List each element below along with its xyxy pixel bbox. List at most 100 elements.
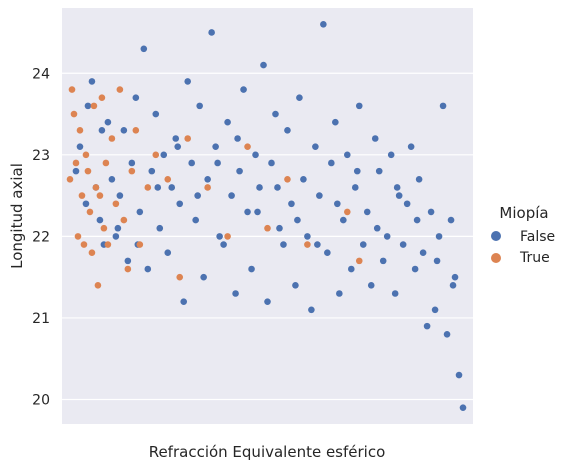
data-point-false (144, 265, 152, 273)
data-point-false (160, 151, 168, 159)
data-point-true (92, 184, 100, 191)
data-point-false (244, 208, 251, 216)
data-point-false (435, 233, 443, 240)
data-point-false (340, 216, 347, 224)
data-point-true (102, 159, 110, 167)
data-point-false (172, 135, 180, 142)
data-point-false (427, 208, 435, 216)
data-point-false (164, 249, 172, 257)
plot-background (62, 8, 473, 424)
data-point-false (413, 216, 421, 224)
data-point-false (383, 233, 391, 240)
data-point-false (439, 102, 447, 110)
data-point-false (128, 159, 136, 167)
y-axis-label: Longitud axial (8, 163, 26, 269)
data-point-false (415, 175, 423, 183)
data-point-false (272, 110, 279, 118)
data-point-false (200, 273, 207, 281)
data-point-true (108, 135, 116, 142)
data-point-false (379, 257, 387, 265)
data-point-true (204, 184, 211, 191)
data-point-false (180, 298, 188, 305)
data-point-false (451, 273, 459, 281)
data-point-false (403, 200, 411, 208)
data-point-true (68, 86, 76, 93)
data-point-false (152, 110, 160, 118)
data-point-false (124, 257, 132, 265)
data-point-false (260, 61, 267, 69)
y-tick-label: 20 (32, 393, 50, 409)
y-tick-label: 21 (32, 311, 50, 327)
data-point-false (212, 143, 219, 150)
data-point-false (208, 29, 215, 36)
data-point-false (387, 151, 395, 159)
data-point-false (72, 167, 80, 175)
y-tick-label: 22 (32, 229, 50, 245)
data-point-false (312, 143, 319, 150)
data-point-false (140, 45, 148, 53)
data-point-true (184, 135, 191, 142)
data-point-false (304, 233, 311, 240)
data-point-false (459, 404, 467, 411)
data-point-false (296, 94, 303, 102)
legend-marker-false (491, 231, 501, 241)
data-point-true (100, 224, 108, 232)
data-point-false (395, 192, 403, 199)
data-point-false (194, 192, 201, 199)
data-point-false (240, 86, 247, 93)
data-point-true (284, 175, 291, 183)
data-point-false (220, 241, 227, 248)
data-point-false (204, 175, 211, 183)
data-point-false (332, 118, 339, 126)
data-point-true (104, 241, 112, 248)
data-point-false (393, 184, 401, 191)
data-point-false (399, 241, 407, 248)
data-point-false (114, 224, 122, 232)
data-point-true (86, 208, 94, 216)
data-point-true (90, 102, 98, 110)
data-point-false (148, 167, 156, 175)
data-point-true (96, 192, 104, 199)
data-point-false (184, 78, 191, 85)
data-point-false (288, 200, 295, 208)
data-point-false (411, 265, 419, 273)
data-point-false (280, 241, 287, 248)
data-point-false (248, 265, 255, 273)
data-point-false (228, 192, 235, 199)
data-point-false (423, 322, 431, 330)
data-point-false (256, 184, 263, 191)
data-point-true (304, 241, 311, 248)
data-point-false (308, 306, 315, 314)
legend-marker-true (491, 253, 501, 263)
data-point-false (284, 127, 291, 134)
data-point-true (152, 151, 160, 159)
legend: Miopía False True (491, 204, 555, 266)
data-point-false (104, 118, 112, 126)
data-point-false (98, 127, 106, 134)
data-point-false (88, 78, 96, 85)
data-point-false (367, 282, 375, 289)
grid-lines (62, 72, 473, 401)
data-point-false (419, 249, 427, 257)
data-point-true (94, 282, 102, 289)
data-point-false (232, 290, 239, 297)
data-point-false (431, 306, 439, 314)
data-point-false (443, 330, 451, 338)
data-point-false (344, 151, 351, 159)
data-point-true (66, 175, 74, 183)
data-point-true (72, 159, 80, 167)
data-point-true (120, 216, 128, 224)
data-point-false (96, 216, 104, 224)
data-point-false (132, 94, 140, 102)
data-point-false (136, 208, 144, 216)
data-point-false (433, 257, 441, 265)
legend-title: Miopía (499, 204, 548, 222)
data-point-false (449, 282, 457, 289)
data-point-false (316, 192, 323, 199)
data-point-false (254, 208, 261, 216)
data-point-true (80, 241, 88, 248)
data-point-false (234, 135, 241, 142)
data-point-true (98, 94, 106, 102)
data-point-false (174, 143, 182, 150)
y-tick-labels: 20 21 22 23 24 (32, 66, 50, 408)
